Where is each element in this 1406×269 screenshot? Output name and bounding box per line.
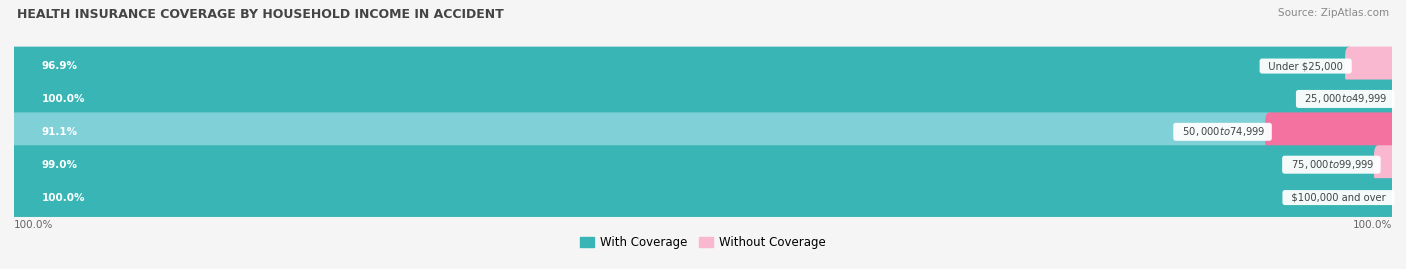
Legend: With Coverage, Without Coverage: With Coverage, Without Coverage — [575, 231, 831, 254]
FancyBboxPatch shape — [10, 80, 1396, 118]
FancyBboxPatch shape — [1265, 112, 1396, 151]
Text: 100.0%: 100.0% — [14, 220, 53, 230]
Text: 91.1%: 91.1% — [42, 127, 77, 137]
Text: 100.0%: 100.0% — [42, 193, 86, 203]
FancyBboxPatch shape — [10, 178, 1396, 217]
Text: Source: ZipAtlas.com: Source: ZipAtlas.com — [1278, 8, 1389, 18]
FancyBboxPatch shape — [10, 47, 1396, 86]
FancyBboxPatch shape — [10, 112, 1274, 151]
Text: 100.0%: 100.0% — [1353, 220, 1392, 230]
Text: $50,000 to $74,999: $50,000 to $74,999 — [1175, 125, 1270, 138]
Text: Under $25,000: Under $25,000 — [1263, 61, 1350, 71]
Text: $25,000 to $49,999: $25,000 to $49,999 — [1298, 93, 1392, 105]
Text: 100.0%: 100.0% — [42, 94, 86, 104]
FancyBboxPatch shape — [10, 112, 1396, 151]
FancyBboxPatch shape — [10, 47, 1354, 86]
Text: $100,000 and over: $100,000 and over — [1285, 193, 1392, 203]
Text: 99.0%: 99.0% — [42, 160, 77, 170]
FancyBboxPatch shape — [10, 145, 1382, 184]
FancyBboxPatch shape — [10, 80, 1396, 118]
Text: 96.9%: 96.9% — [42, 61, 77, 71]
FancyBboxPatch shape — [1374, 145, 1396, 184]
Text: $75,000 to $99,999: $75,000 to $99,999 — [1285, 158, 1378, 171]
FancyBboxPatch shape — [10, 145, 1396, 184]
FancyBboxPatch shape — [1346, 47, 1396, 86]
FancyBboxPatch shape — [10, 178, 1396, 217]
Text: HEALTH INSURANCE COVERAGE BY HOUSEHOLD INCOME IN ACCIDENT: HEALTH INSURANCE COVERAGE BY HOUSEHOLD I… — [17, 8, 503, 21]
